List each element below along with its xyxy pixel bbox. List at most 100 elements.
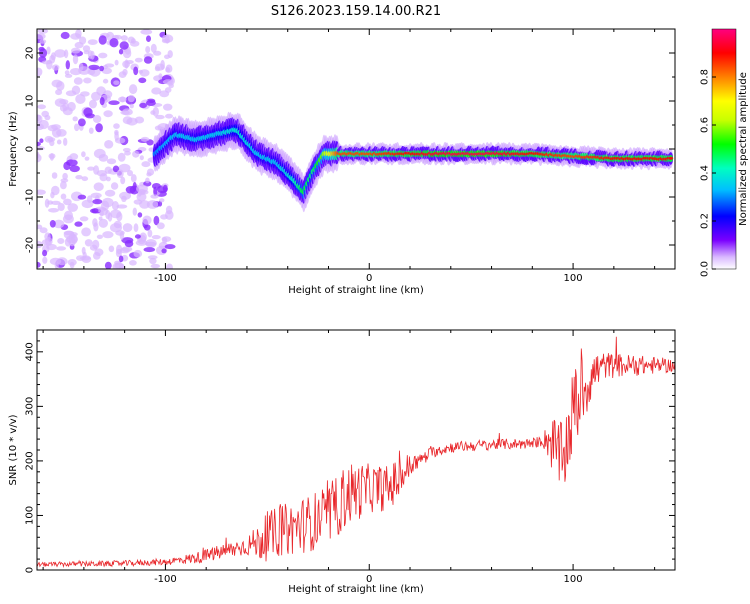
noise-blob: [84, 239, 93, 247]
noise-blob: [112, 165, 120, 173]
noise-blob: [142, 215, 152, 225]
colorbar-ticks: 0.0 0.2 0.4 0.6 0.8: [700, 69, 716, 277]
noise-blob: [145, 177, 150, 184]
noise-blob: [119, 247, 130, 254]
noise-blob: [160, 59, 165, 70]
noise-blob: [81, 176, 89, 182]
noise-blob: [80, 91, 90, 97]
noise-blob: [132, 207, 137, 216]
y-tick-label: 20: [25, 47, 36, 60]
noise-blob: [37, 141, 41, 147]
colorbar-tick-label: 0.2: [700, 213, 711, 229]
noise-blob: [153, 186, 158, 197]
noise-blob: [153, 215, 160, 226]
noise-blob: [69, 153, 79, 161]
noise-blob: [65, 60, 71, 70]
noise-blob: [120, 176, 126, 185]
noise-blob: [101, 200, 110, 211]
noise-blob: [118, 48, 124, 55]
noise-blob: [44, 198, 50, 208]
noise-blob: [105, 209, 111, 220]
noise-blob: [37, 33, 46, 40]
noise-blob: [92, 199, 103, 205]
snr-chart: -100 0 100 0 100 200 300 400 Height of straigh…: [8, 329, 676, 595]
noise-blob: [75, 29, 82, 39]
noise-blob: [160, 214, 168, 220]
noise-blob: [88, 127, 94, 134]
noise-blob: [48, 208, 59, 213]
noise-blob: [116, 169, 124, 178]
noise-blob: [37, 224, 43, 230]
noise-blob: [62, 137, 68, 146]
noise-blob: [161, 248, 167, 254]
snr-series-line: [37, 336, 675, 568]
noise-blob: [60, 181, 67, 190]
colorbar: 0.0 0.2 0.4 0.6 0.8 Normalized spectral ampl…: [700, 28, 749, 277]
noise-blob: [98, 218, 109, 228]
noise-blob: [81, 151, 86, 158]
noise-blob: [138, 77, 147, 84]
y-tick-label: 200: [25, 451, 36, 470]
noise-blob: [83, 77, 92, 84]
noise-blob: [108, 245, 115, 253]
noise-blob: [67, 259, 77, 266]
noise-blob: [104, 189, 116, 197]
noise-blob: [53, 219, 65, 229]
noise-blob: [113, 80, 120, 85]
noise-blob: [93, 182, 104, 191]
noise-blob: [41, 60, 53, 65]
noise-blob: [146, 200, 159, 209]
noise-blob: [145, 100, 156, 106]
noise-blob: [51, 128, 62, 138]
noise-blob: [164, 54, 170, 60]
y-tick-label: -20: [25, 237, 36, 253]
noise-blob: [92, 218, 98, 227]
noise-blob: [113, 123, 120, 129]
noise-blob: [115, 248, 122, 258]
noise-blob: [69, 165, 80, 173]
noise-blob: [119, 41, 129, 50]
noise-blob: [161, 38, 171, 44]
snr-x-axis: -100 0 100: [42, 330, 656, 585]
noise-blob: [79, 216, 89, 222]
noise-blob: [102, 78, 109, 84]
noise-blob: [87, 166, 95, 171]
noise-blob: [134, 234, 141, 239]
noise-blob: [147, 229, 153, 238]
noise-blob: [37, 104, 46, 110]
noise-blob: [63, 230, 75, 239]
noise-blob: [127, 170, 133, 177]
noise-blob: [135, 239, 148, 246]
snr-frame: [36, 329, 676, 571]
noise-blob: [82, 45, 91, 52]
noise-blob: [37, 114, 43, 124]
noise-blob: [150, 43, 157, 53]
noise-blob: [37, 189, 46, 195]
noise-blob: [56, 246, 67, 251]
noise-blob: [163, 103, 173, 111]
noise-blob: [162, 184, 168, 193]
noise-blob: [114, 137, 126, 144]
noise-blob: [124, 150, 131, 156]
noise-blob: [92, 239, 100, 250]
noise-blob: [60, 31, 70, 40]
noise-blob: [165, 113, 173, 119]
noise-blob: [99, 173, 108, 182]
colorbar-tick-label: 0.6: [700, 117, 711, 133]
noise-blob: [57, 203, 65, 211]
colorbar-tick-label: 0.8: [700, 69, 711, 85]
noise-blob: [66, 159, 78, 167]
noise-blob: [78, 118, 86, 127]
noise-blob: [39, 227, 48, 234]
noise-blob: [145, 239, 157, 248]
noise-blob: [102, 231, 114, 239]
noise-blob: [104, 261, 112, 269]
noise-blob: [75, 175, 83, 180]
noise-blob: [99, 97, 105, 106]
colorbar-tick-label: 0.4: [700, 165, 711, 181]
noise-blob: [137, 212, 143, 218]
noise-blob: [68, 237, 76, 247]
y-tick-label: -10: [25, 189, 36, 205]
